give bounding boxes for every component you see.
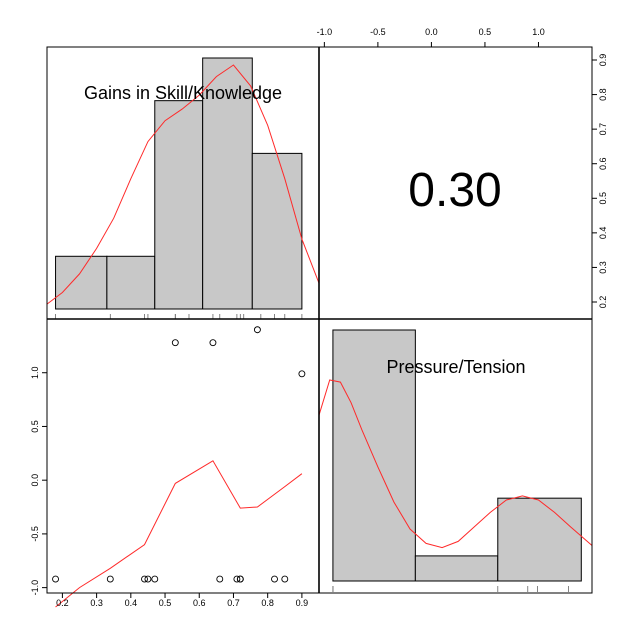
histogram-bar	[202, 57, 253, 310]
right-tick-label: 0.4	[598, 227, 608, 240]
x-tick-label: 0.5	[159, 598, 172, 608]
x-tick-label: 0.9	[296, 598, 309, 608]
scatter-point	[233, 575, 241, 583]
variable-label: Pressure/Tension	[386, 357, 525, 377]
right-tick-label: 0.6	[598, 157, 608, 170]
top-tick-label: -0.5	[370, 27, 386, 37]
smooth-line	[55, 460, 303, 608]
top-tick-label: 0.5	[479, 27, 492, 37]
histogram-bar	[106, 255, 156, 310]
histogram-bar	[251, 152, 303, 310]
y-tick-label: 0.5	[30, 420, 40, 433]
x-tick-label: 0.7	[227, 598, 240, 608]
scatter-point	[106, 575, 114, 583]
x-tick-label: 0.6	[193, 598, 206, 608]
right-tick-label: 0.5	[598, 192, 608, 205]
scatter-point	[151, 575, 159, 583]
correlation-value: 0.30	[408, 164, 501, 217]
density-curve	[318, 379, 593, 549]
top-tick-label: 1.0	[532, 27, 545, 37]
scatter-point	[236, 575, 244, 583]
scatter-point	[281, 575, 289, 583]
y-tick-label: 1.0	[30, 366, 40, 379]
y-tick-label: 0.0	[30, 474, 40, 487]
scatter-point	[216, 575, 224, 583]
right-tick-label: 0.7	[598, 123, 608, 136]
histogram-bar	[414, 555, 499, 582]
scatter-point	[171, 339, 179, 347]
density-curve	[46, 64, 320, 305]
y-tick-label: -1.0	[30, 580, 40, 596]
right-tick-label: 0.3	[598, 261, 608, 274]
histogram-bar	[332, 329, 416, 582]
right-tick-label: 0.9	[598, 54, 608, 67]
y-tick-label: -0.5	[30, 526, 40, 542]
x-tick-label: 0.8	[261, 598, 274, 608]
scatter-point	[141, 575, 148, 583]
top-tick-label: -1.0	[317, 27, 333, 37]
variable-label: Gains in Skill/Knowledge	[84, 83, 282, 103]
right-tick-label: 0.2	[598, 296, 608, 309]
scatter-point	[253, 326, 261, 334]
x-tick-label: 0.2	[56, 598, 69, 608]
scatter-point	[144, 575, 152, 583]
scatter-point	[271, 575, 278, 583]
scatter-point	[52, 575, 60, 583]
scatter-point	[209, 339, 217, 347]
histogram-bar	[55, 255, 108, 310]
right-tick-label: 0.8	[598, 88, 608, 101]
histogram-bar	[154, 100, 204, 310]
top-tick-label: 0.0	[425, 27, 438, 37]
histogram-bar	[497, 497, 582, 582]
scatter-point	[298, 370, 306, 378]
x-tick-label: 0.4	[125, 598, 138, 608]
x-tick-label: 0.3	[90, 598, 103, 608]
